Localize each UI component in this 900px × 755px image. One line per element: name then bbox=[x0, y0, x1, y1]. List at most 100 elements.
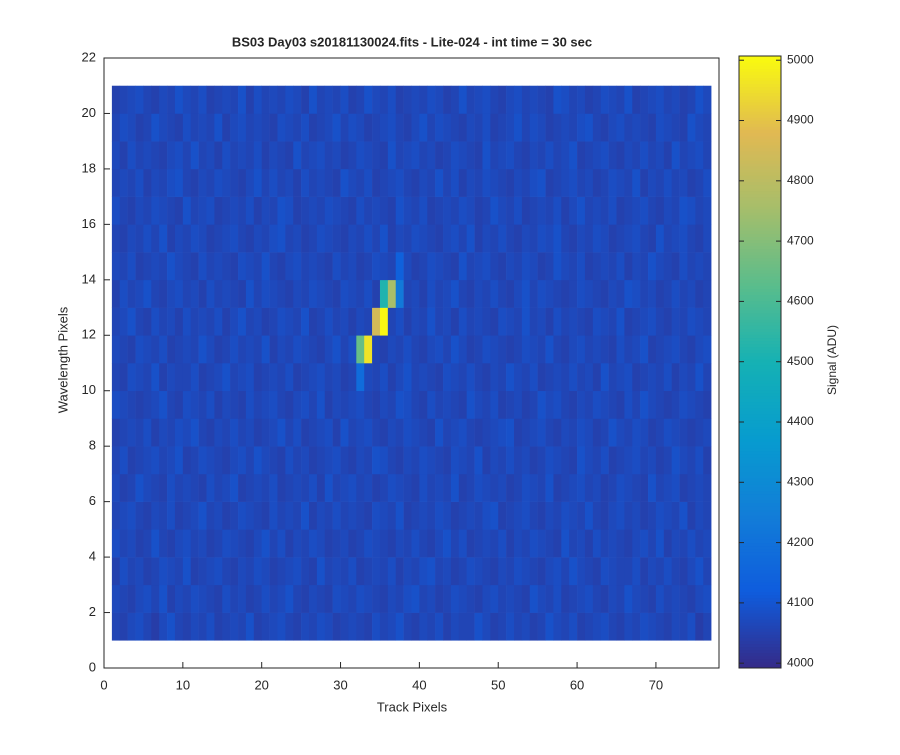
heatmap-cell bbox=[238, 224, 247, 253]
heatmap-cell bbox=[372, 418, 381, 447]
colorbar-swatch bbox=[739, 576, 781, 580]
heatmap-cell bbox=[214, 113, 223, 142]
heatmap-cell bbox=[506, 168, 515, 197]
heatmap-cell bbox=[663, 390, 672, 419]
heatmap-cell bbox=[198, 612, 207, 641]
y-tick-label: 8 bbox=[89, 438, 96, 453]
heatmap-cell bbox=[387, 390, 397, 419]
colorbar-swatch bbox=[739, 426, 781, 430]
heatmap-cell bbox=[119, 473, 128, 502]
colorbar-swatch bbox=[739, 276, 781, 280]
heatmap-cell bbox=[648, 501, 657, 530]
heatmap-cell bbox=[695, 335, 704, 364]
heatmap-cell bbox=[301, 252, 310, 281]
heatmap-cell bbox=[332, 501, 341, 530]
colorbar-swatch bbox=[739, 120, 781, 124]
heatmap-cell bbox=[490, 557, 499, 586]
heatmap-cell bbox=[553, 113, 562, 142]
heatmap-cell bbox=[364, 141, 373, 170]
heatmap-cell bbox=[159, 501, 168, 530]
heatmap-cell bbox=[309, 418, 318, 447]
heatmap-cell bbox=[159, 141, 168, 170]
heatmap-cell bbox=[253, 363, 262, 392]
heatmap-cell bbox=[277, 252, 286, 281]
heatmap-cell bbox=[703, 307, 712, 336]
heatmap-cell bbox=[671, 390, 680, 419]
heatmap-cell bbox=[506, 224, 515, 253]
heatmap-cell bbox=[640, 584, 649, 613]
heatmap-cell bbox=[348, 446, 357, 475]
heatmap-cell bbox=[277, 446, 286, 475]
heatmap-cell bbox=[616, 279, 625, 308]
colorbar-swatch bbox=[739, 420, 781, 424]
heatmap-cell bbox=[569, 473, 578, 502]
heatmap-cell bbox=[143, 473, 152, 502]
heatmap-cell bbox=[419, 418, 428, 447]
heatmap-cell bbox=[285, 85, 294, 114]
colorbar-swatch bbox=[739, 612, 781, 617]
colorbar-swatch bbox=[739, 545, 781, 550]
heatmap-cell bbox=[592, 501, 602, 530]
heatmap-cell bbox=[450, 168, 460, 197]
heatmap-cell bbox=[277, 529, 286, 558]
heatmap-cell bbox=[135, 473, 144, 502]
heatmap-cell bbox=[135, 584, 144, 613]
heatmap-cell bbox=[135, 418, 144, 447]
heatmap-cell bbox=[545, 501, 554, 530]
heatmap-cell bbox=[387, 279, 397, 308]
heatmap-cell bbox=[506, 363, 515, 392]
heatmap-cell bbox=[679, 279, 688, 308]
heatmap-cell bbox=[119, 418, 128, 447]
colorbar-swatch bbox=[739, 169, 781, 173]
heatmap-cell bbox=[403, 584, 412, 613]
heatmap-cell bbox=[435, 307, 444, 336]
heatmap-cell bbox=[553, 335, 562, 364]
heatmap-cell bbox=[356, 363, 365, 392]
heatmap-cell bbox=[482, 612, 491, 641]
heatmap-cell bbox=[490, 168, 499, 197]
heatmap-cell bbox=[238, 501, 247, 530]
heatmap-cell bbox=[640, 196, 649, 225]
heatmap-cell bbox=[663, 168, 672, 197]
heatmap-cell bbox=[261, 113, 270, 142]
heatmap-cell bbox=[671, 196, 680, 225]
heatmap-cell bbox=[474, 501, 483, 530]
colorbar-swatch bbox=[739, 196, 781, 201]
heatmap-cell bbox=[364, 335, 373, 364]
heatmap-cell bbox=[206, 252, 215, 281]
heatmap-cell bbox=[514, 584, 523, 613]
heatmap-cell bbox=[261, 363, 270, 392]
heatmap-cell bbox=[174, 85, 184, 114]
heatmap-cell bbox=[640, 113, 649, 142]
heatmap-cell bbox=[372, 224, 381, 253]
heatmap-cell bbox=[553, 557, 562, 586]
heatmap-cell bbox=[521, 418, 531, 447]
colorbar-swatch bbox=[739, 150, 781, 155]
heatmap-cell bbox=[127, 335, 136, 364]
heatmap-cell bbox=[245, 501, 255, 530]
heatmap-cell bbox=[577, 252, 586, 281]
heatmap-cell bbox=[182, 335, 192, 364]
heatmap-cell bbox=[403, 418, 412, 447]
y-tick-label: 16 bbox=[82, 216, 96, 231]
heatmap-cell bbox=[151, 141, 160, 170]
heatmap-cell bbox=[214, 224, 223, 253]
colorbar-swatch bbox=[739, 215, 781, 219]
heatmap-cell bbox=[435, 473, 444, 502]
heatmap-cell bbox=[616, 612, 625, 641]
heatmap-cell bbox=[206, 85, 215, 114]
heatmap-cell bbox=[159, 85, 168, 114]
heatmap-cell bbox=[521, 529, 531, 558]
heatmap-cell bbox=[190, 335, 199, 364]
heatmap-cell bbox=[514, 196, 523, 225]
heatmap-cell bbox=[648, 557, 657, 586]
heatmap-cell bbox=[616, 307, 625, 336]
heatmap-cell bbox=[695, 307, 704, 336]
colorbar-swatch bbox=[739, 515, 781, 519]
heatmap-cell bbox=[648, 224, 657, 253]
heatmap-cell bbox=[214, 196, 223, 225]
heatmap-cell bbox=[663, 446, 672, 475]
heatmap-cell bbox=[450, 390, 460, 419]
heatmap-cell bbox=[584, 390, 594, 419]
heatmap-cell bbox=[458, 196, 467, 225]
